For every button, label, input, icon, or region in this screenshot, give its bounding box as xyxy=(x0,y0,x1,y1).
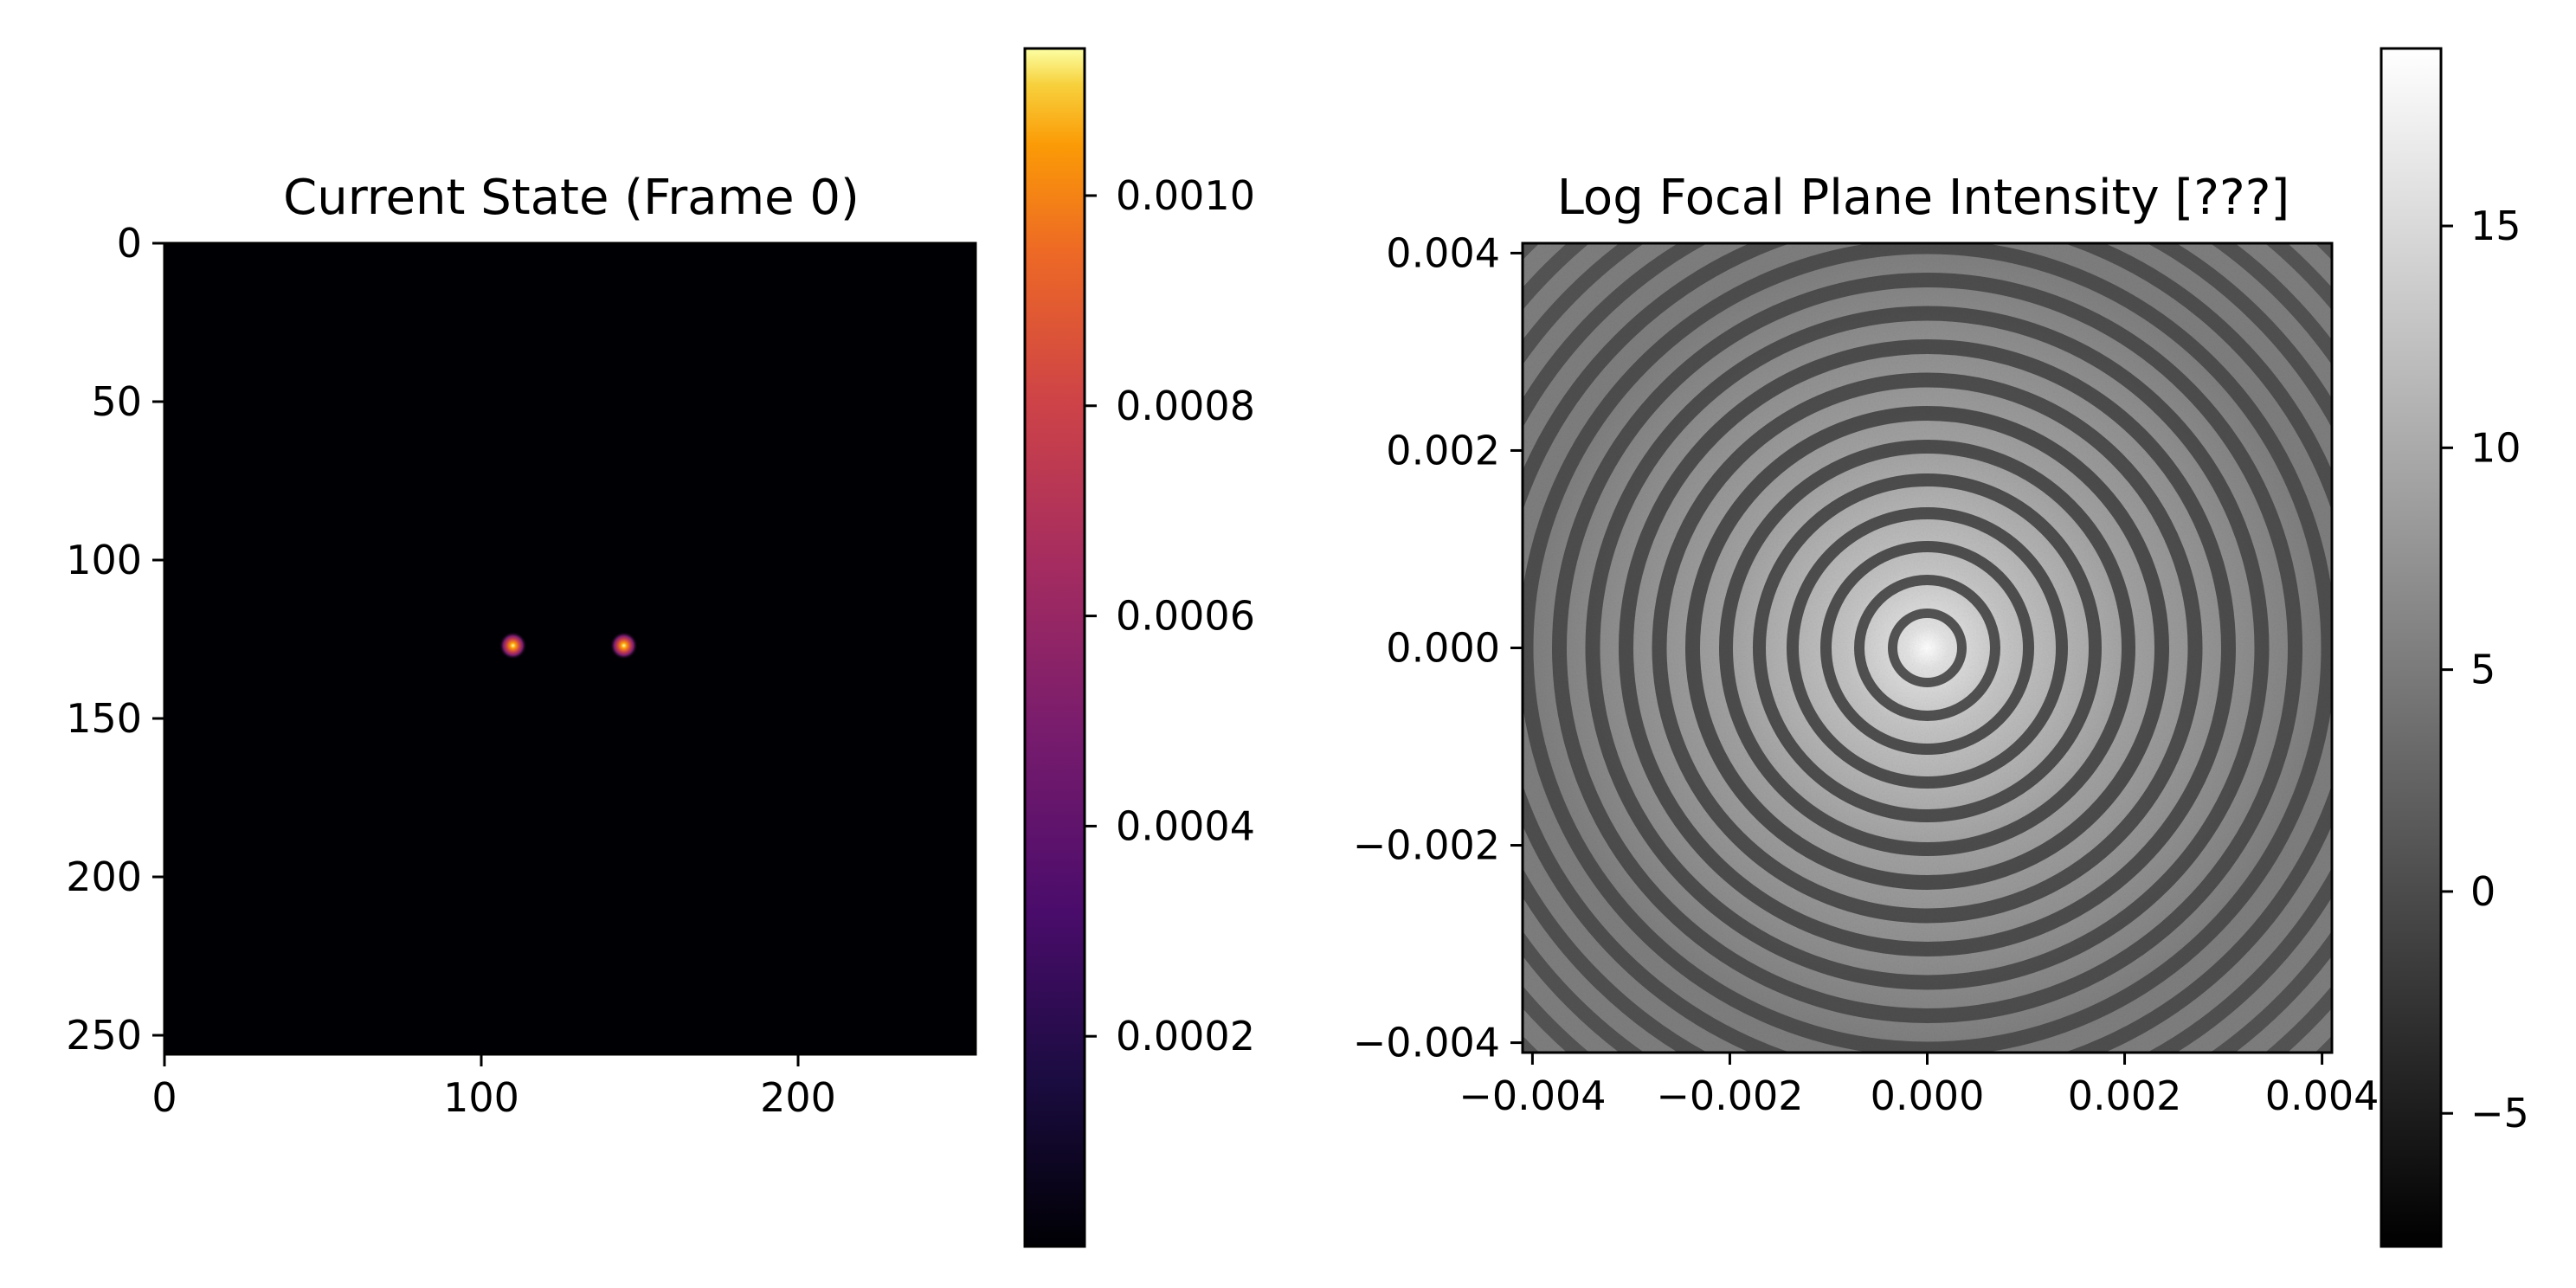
left-axes-frame xyxy=(163,242,977,1056)
left-x-axis: 0 100 200 xyxy=(151,1054,836,1121)
y-tick-label: 0.004 xyxy=(1386,229,1500,276)
x-tick-label: 0 xyxy=(151,1074,177,1121)
current-state-colorbar: 0.0002 0.0004 0.0006 0.0008 0.0010 xyxy=(1023,47,1255,1248)
colorbar-tick-label: 0.0004 xyxy=(1116,802,1255,849)
y-tick-label: −0.004 xyxy=(1353,1020,1500,1066)
x-tick-label: 200 xyxy=(760,1074,836,1121)
right-x-axis: −0.004 −0.002 0.000 0.002 0.004 xyxy=(1459,1053,2379,1119)
left-title: Current State (Frame 0) xyxy=(283,170,860,226)
focal-noise xyxy=(1523,243,2332,1053)
point-source-2 xyxy=(609,631,638,660)
colorbar-tick-label: 10 xyxy=(2470,424,2521,471)
colorbar-tick-label: 0.0002 xyxy=(1116,1013,1255,1059)
colorbar-tick-label: 0 xyxy=(2470,868,2496,915)
focal-plane-panel: Log Focal Plane Intensity [???] −0.004 −0… xyxy=(1353,170,2380,1119)
colorbar-tick-label: 0.0010 xyxy=(1116,172,1255,219)
y-tick-label: 200 xyxy=(66,853,142,900)
x-tick-label: −0.004 xyxy=(1459,1072,1606,1119)
colorbar-tick-label: 0.0008 xyxy=(1116,383,1255,429)
y-tick-label: 100 xyxy=(66,537,142,583)
right-title: Log Focal Plane Intensity [???] xyxy=(1557,170,2290,226)
y-tick-label: 0 xyxy=(117,220,142,267)
colorbar-gradient xyxy=(2380,47,2443,1248)
colorbar-tick-label: 5 xyxy=(2470,647,2496,693)
colorbar-tick-label: 15 xyxy=(2470,203,2521,249)
x-tick-label: 100 xyxy=(443,1074,519,1121)
y-tick-label: 0.002 xyxy=(1386,427,1500,473)
y-tick-label: 0.000 xyxy=(1386,625,1500,672)
y-tick-label: 150 xyxy=(66,695,142,742)
right-y-axis: 0.004 0.002 0.000 −0.002 −0.004 xyxy=(1353,229,1523,1066)
colorbar-tick-label: −5 xyxy=(2470,1090,2529,1137)
x-tick-label: 0.002 xyxy=(2068,1072,2182,1119)
y-tick-label: 50 xyxy=(91,378,142,425)
colorbar-tick-label: 0.0006 xyxy=(1116,593,1255,640)
left-y-axis: 0 50 100 150 200 250 xyxy=(66,220,164,1059)
point-sources xyxy=(499,631,638,660)
y-tick-label: 250 xyxy=(66,1012,142,1059)
right-axes-frame xyxy=(1521,242,2334,1054)
point-source-1 xyxy=(499,631,527,660)
current-state-image xyxy=(164,243,976,1054)
y-tick-label: −0.002 xyxy=(1353,822,1500,869)
colorbar-gradient xyxy=(1023,47,1086,1248)
current-state-panel: Current State (Frame 0) 0 100 200 0 50 100 15… xyxy=(66,170,977,1121)
x-tick-label: −0.002 xyxy=(1656,1072,1803,1119)
x-tick-label: 0.000 xyxy=(1871,1072,1985,1119)
focal-plane-colorbar: −5 0 5 10 15 xyxy=(2380,47,2529,1248)
x-tick-label: 0.004 xyxy=(2265,1072,2380,1119)
